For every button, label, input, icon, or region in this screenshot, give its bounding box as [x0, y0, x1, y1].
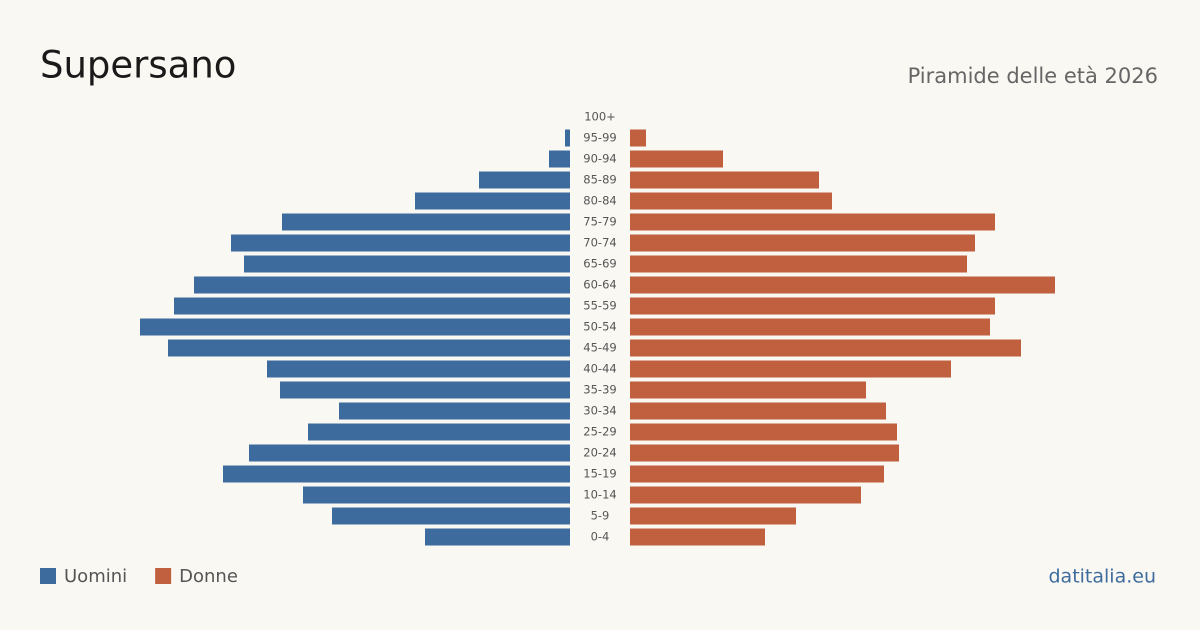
bar	[140, 318, 570, 336]
bar	[168, 339, 570, 357]
bar	[174, 297, 570, 315]
age-label: 100+	[584, 110, 616, 124]
bar	[415, 192, 570, 210]
age-label: 35-39	[583, 383, 616, 397]
age-label: 30-34	[583, 404, 616, 418]
bar	[194, 276, 570, 294]
bar	[223, 465, 570, 483]
bar	[630, 486, 861, 504]
bar	[630, 339, 1021, 357]
bar	[630, 234, 975, 252]
bar	[231, 234, 570, 252]
legend-swatch	[155, 568, 172, 584]
bar	[549, 150, 570, 168]
legend-swatch	[40, 568, 56, 584]
age-label: 45-49	[583, 341, 616, 355]
age-label: 70-74	[583, 236, 616, 250]
bar	[630, 255, 967, 273]
bar	[630, 402, 886, 420]
bar	[630, 360, 951, 378]
bar	[280, 381, 570, 399]
age-label: 95-99	[583, 131, 616, 145]
bar	[630, 318, 990, 336]
bar	[339, 402, 570, 420]
bar	[630, 129, 646, 147]
age-label: 90-94	[583, 152, 616, 166]
bar	[630, 507, 796, 525]
bar	[479, 171, 570, 189]
age-label: 40-44	[583, 362, 616, 376]
age-label: 15-19	[583, 467, 616, 481]
bar	[425, 528, 570, 546]
bar	[630, 171, 819, 189]
bar	[630, 276, 1055, 294]
age-label: 85-89	[583, 173, 616, 187]
bar	[630, 444, 899, 462]
age-label: 65-69	[583, 257, 616, 271]
bar	[630, 423, 897, 441]
bar	[565, 129, 570, 147]
bar	[630, 528, 765, 546]
age-label: 5-9	[591, 509, 610, 523]
age-label: 60-64	[583, 278, 616, 292]
source: datitalia.eu	[1049, 566, 1157, 588]
bar	[249, 444, 570, 462]
bar	[308, 423, 570, 441]
bar	[630, 297, 995, 315]
age-label: 25-29	[583, 425, 616, 439]
age-label: 80-84	[583, 194, 616, 208]
bar	[630, 213, 995, 231]
bar	[267, 360, 570, 378]
bar	[630, 192, 832, 210]
chart-title: Supersano	[40, 44, 236, 87]
bar	[303, 486, 570, 504]
age-label: 50-54	[583, 320, 616, 334]
age-label: 20-24	[583, 446, 616, 460]
bar	[630, 381, 866, 399]
bar	[332, 507, 570, 525]
legend-label: Uomini	[64, 566, 127, 587]
bar	[630, 465, 884, 483]
bar	[282, 213, 570, 231]
bar	[244, 255, 570, 273]
age-label: 75-79	[583, 215, 616, 229]
age-label: 10-14	[583, 488, 616, 502]
chart-subtitle: Piramide delle età 2026	[908, 64, 1158, 88]
age-label: 55-59	[583, 299, 616, 313]
age-label: 0-4	[591, 530, 610, 544]
bar	[630, 150, 723, 168]
legend-label: Donne	[179, 566, 238, 587]
